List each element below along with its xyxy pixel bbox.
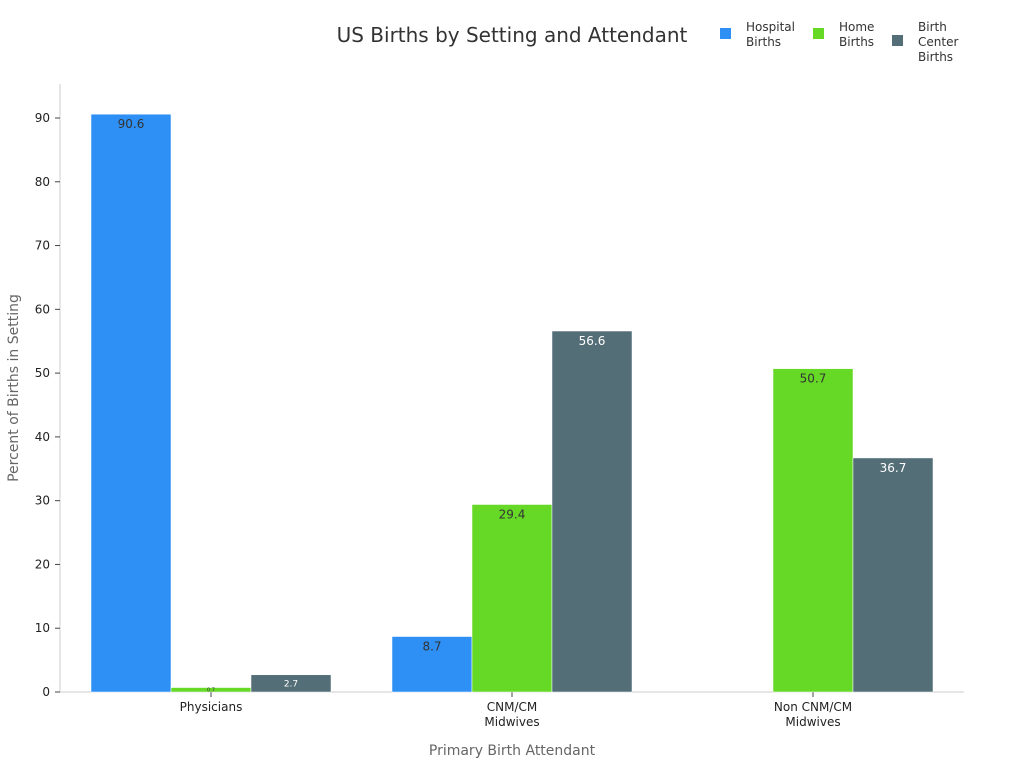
legend-label: Births bbox=[746, 35, 781, 49]
y-axis-label: Percent of Births in Setting bbox=[6, 294, 22, 482]
legend-label: Center bbox=[918, 35, 958, 49]
x-tick-label: CNM/CM bbox=[487, 700, 537, 714]
x-tick-label: Physicians bbox=[180, 700, 243, 714]
data-label: 90.6 bbox=[118, 117, 145, 131]
y-tick-label: 0 bbox=[42, 685, 50, 699]
y-tick-label: 30 bbox=[35, 494, 50, 508]
bar bbox=[391, 636, 473, 693]
bar bbox=[551, 330, 633, 693]
data-label: 8.7 bbox=[422, 640, 441, 654]
legend-swatch bbox=[892, 35, 903, 46]
y-tick-label: 40 bbox=[35, 430, 50, 444]
data-label: 0.7 bbox=[207, 688, 215, 694]
x-axis-label: Primary Birth Attendant bbox=[429, 743, 596, 759]
data-label: 2.7 bbox=[284, 680, 298, 690]
data-label: 56.6 bbox=[579, 334, 606, 348]
y-tick-label: 90 bbox=[35, 111, 50, 125]
legend-label: Home bbox=[839, 20, 874, 34]
data-label: 36.7 bbox=[880, 461, 907, 475]
x-tick-label: Non CNM/CM bbox=[774, 700, 852, 714]
y-tick-label: 60 bbox=[35, 302, 50, 316]
legend-swatch bbox=[720, 28, 731, 39]
bar bbox=[471, 504, 553, 693]
x-tick-label: Midwives bbox=[785, 715, 840, 729]
bar bbox=[772, 368, 854, 693]
bar bbox=[852, 457, 934, 693]
legend-label: Hospital bbox=[746, 20, 795, 34]
legend-label: Birth bbox=[918, 20, 947, 34]
legend-label: Births bbox=[918, 50, 953, 64]
data-label: 29.4 bbox=[499, 507, 526, 521]
bar bbox=[250, 674, 332, 693]
y-tick-label: 50 bbox=[35, 366, 50, 380]
bar bbox=[90, 113, 172, 693]
x-tick-label: Midwives bbox=[484, 715, 539, 729]
data-label: 50.7 bbox=[800, 372, 827, 386]
y-tick-label: 20 bbox=[35, 557, 50, 571]
legend-swatch bbox=[813, 28, 824, 39]
legend-label: Births bbox=[839, 35, 874, 49]
chart-title: US Births by Setting and Attendant bbox=[337, 23, 688, 47]
y-tick-label: 10 bbox=[35, 621, 50, 635]
y-tick-label: 80 bbox=[35, 175, 50, 189]
y-tick-label: 70 bbox=[35, 239, 50, 253]
